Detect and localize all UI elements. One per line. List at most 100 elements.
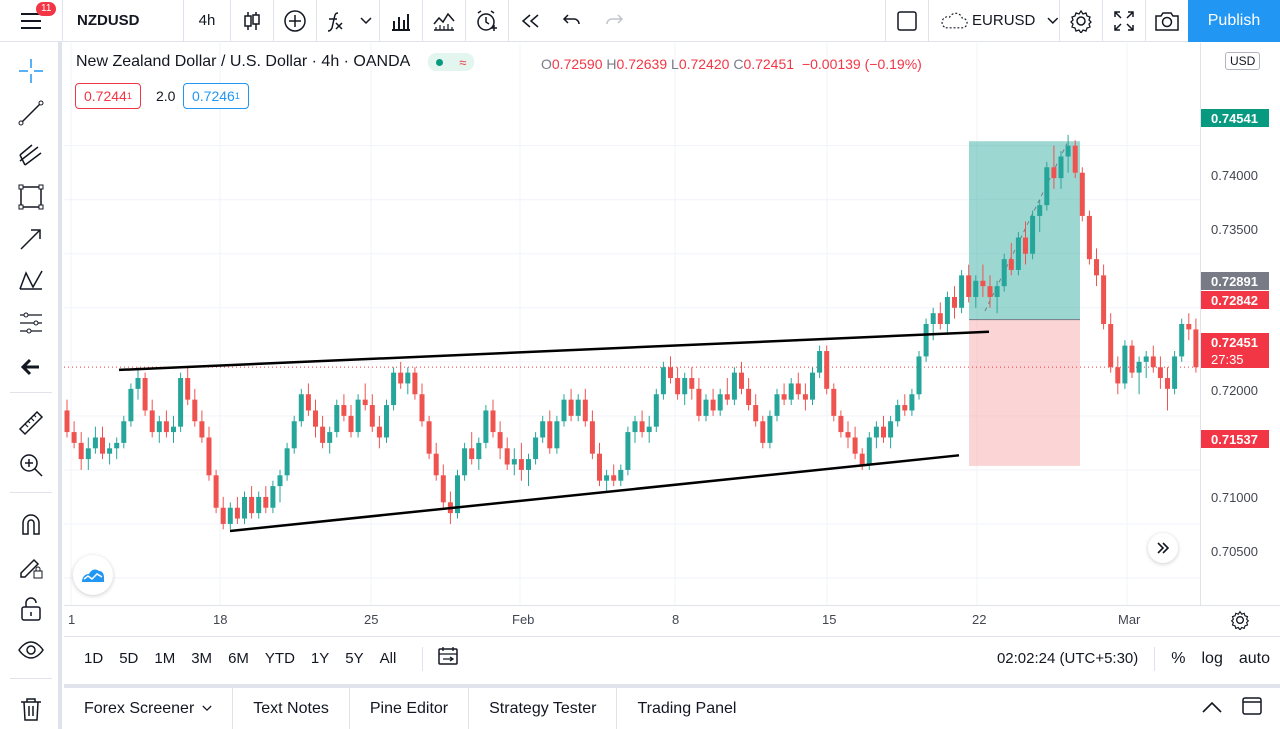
zoom-tool[interactable]	[14, 448, 48, 482]
collapse-panel-button[interactable]	[1202, 700, 1222, 718]
candle-body	[1058, 156, 1064, 179]
candle	[305, 383, 311, 416]
auto-scale-toggle[interactable]: auto	[1238, 649, 1270, 667]
tab-forex-screener[interactable]: Forex Screener	[64, 688, 234, 729]
layout-button[interactable]	[886, 0, 928, 42]
remove-drawings-tool[interactable]	[14, 692, 48, 726]
price-tick: 0.73500	[1211, 222, 1258, 237]
time-axis[interactable]: 1 18 25 Feb 8 15 22 Mar	[64, 605, 1280, 635]
prediction-tool[interactable]	[14, 306, 48, 340]
candle-body	[518, 459, 524, 470]
go-to-realtime-button[interactable]	[1148, 533, 1178, 563]
candle	[959, 269, 965, 314]
axis-settings-button[interactable]	[1230, 610, 1250, 635]
range-ytd[interactable]: YTD	[264, 650, 295, 667]
candle	[1101, 264, 1107, 330]
tab-strategy-tester[interactable]: Strategy Tester	[469, 688, 618, 729]
stay-in-drawing-mode[interactable]	[14, 550, 48, 584]
candle-body	[426, 421, 432, 454]
candle	[547, 410, 553, 454]
chart-pane[interactable]	[64, 43, 1200, 605]
range-all[interactable]: All	[379, 650, 397, 667]
fullscreen-button[interactable]	[1103, 0, 1145, 42]
magnet-tool[interactable]	[14, 508, 48, 542]
candle	[980, 264, 986, 297]
shapes-tool[interactable]	[14, 180, 48, 214]
indicators-button[interactable]	[317, 0, 353, 42]
collapse-toolbar-button[interactable]	[14, 350, 48, 384]
lock-drawings-tool[interactable]	[14, 592, 48, 626]
candle-body	[369, 405, 375, 427]
snapshot-button[interactable]	[1146, 0, 1188, 42]
tab-text-notes[interactable]: Text Notes	[233, 688, 350, 729]
range-3m[interactable]: 3M	[191, 650, 213, 667]
symbol-title[interactable]: New Zealand Dollar / U.S. Dollar · 4h · …	[76, 53, 411, 70]
drawing-toolbar	[0, 42, 62, 729]
undo-button[interactable]	[551, 0, 593, 42]
candle-body	[930, 313, 936, 324]
range-5d[interactable]: 5D	[119, 650, 139, 667]
currency-badge[interactable]: USD	[1225, 52, 1261, 70]
entry-price-label: 0.72891	[1201, 272, 1269, 290]
crosshair-tool[interactable]	[14, 54, 48, 88]
candle	[852, 426, 858, 460]
hide-drawings-tool[interactable]	[14, 634, 48, 668]
maximize-panel-button[interactable]	[1242, 697, 1262, 720]
timezone-clock[interactable]: 02:02:24 (UTC+5:30)	[996, 650, 1139, 667]
interval-button[interactable]: 4h	[198, 12, 216, 29]
sell-button[interactable]: 0.7244 1	[75, 83, 141, 109]
percent-scale-toggle[interactable]: %	[1171, 649, 1186, 667]
price-chart[interactable]	[64, 43, 1200, 605]
main-menu-button[interactable]: 11	[0, 0, 62, 42]
candle	[199, 410, 205, 443]
measure-tool[interactable]	[14, 406, 48, 440]
buy-price-superscript: 1	[234, 91, 240, 101]
trend-line-tool[interactable]	[14, 96, 48, 130]
candle	[660, 361, 666, 400]
brush-tool[interactable]	[14, 222, 48, 256]
patterns-tool[interactable]	[14, 264, 48, 298]
goto-date-button[interactable]	[437, 646, 459, 671]
replay-button[interactable]	[509, 0, 551, 42]
lower-trendline	[229, 454, 960, 533]
layout-symbol-button[interactable]: EURUSD	[929, 0, 1059, 42]
compare-button[interactable]	[274, 0, 316, 42]
candle	[100, 426, 105, 460]
indicators-dropdown[interactable]	[353, 0, 379, 42]
candle	[746, 378, 752, 411]
range-5y[interactable]: 5Y	[345, 650, 364, 667]
candle-body	[582, 399, 588, 422]
publish-button[interactable]: Publish	[1188, 0, 1280, 42]
candle-body	[92, 437, 98, 449]
tab-pine-editor[interactable]: Pine Editor	[350, 688, 470, 729]
candle	[824, 345, 830, 395]
tradingview-logo[interactable]	[73, 555, 113, 595]
candle-body	[597, 453, 602, 481]
buy-button[interactable]: 0.7246 1	[183, 83, 249, 109]
chart-type-button[interactable]	[231, 0, 273, 42]
candle	[313, 399, 318, 438]
market-status[interactable]: ≈	[428, 53, 475, 71]
alert-button[interactable]	[466, 0, 508, 42]
redo-button[interactable]	[593, 0, 635, 42]
fib-tool[interactable]	[14, 138, 48, 172]
price-axis[interactable]: USD 0.74000 0.73500 0.72000 0.71000 0.70…	[1200, 43, 1280, 605]
candle	[433, 442, 439, 481]
candle	[987, 275, 993, 308]
symbol-search-button[interactable]: NZDUSD	[77, 12, 140, 29]
range-1m[interactable]: 1M	[154, 650, 176, 667]
candle-body	[249, 496, 255, 514]
settings-button[interactable]	[1060, 0, 1102, 42]
candle-body	[483, 410, 489, 443]
tab-trading-panel[interactable]: Trading Panel	[637, 699, 737, 717]
templates-button[interactable]	[423, 0, 465, 42]
candle	[163, 410, 169, 438]
candle	[689, 367, 695, 400]
range-1y[interactable]: 1Y	[310, 650, 330, 667]
range-6m[interactable]: 6M	[228, 650, 249, 667]
upper-trendline	[118, 330, 990, 372]
financials-button[interactable]	[380, 0, 422, 42]
unlock-icon	[21, 597, 41, 621]
log-scale-toggle[interactable]: log	[1201, 649, 1223, 667]
range-1d[interactable]: 1D	[84, 650, 104, 667]
